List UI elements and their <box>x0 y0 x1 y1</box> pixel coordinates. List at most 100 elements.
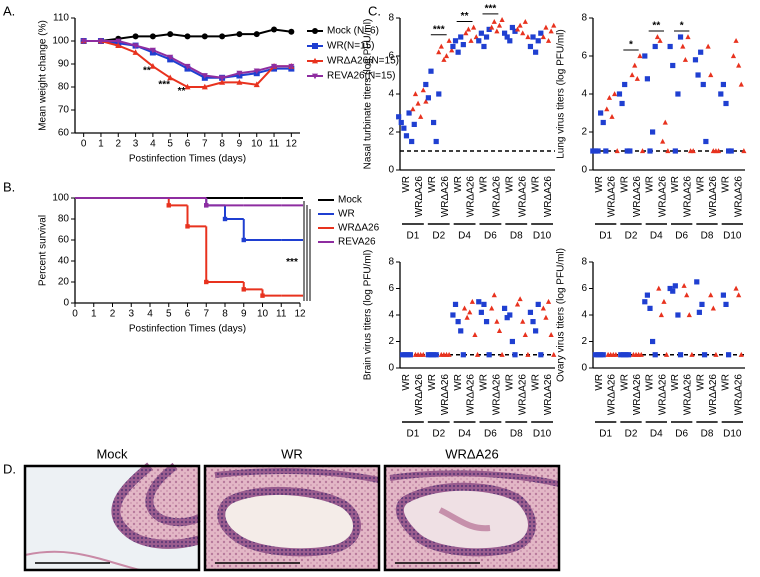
marker <box>452 38 459 44</box>
marker <box>423 81 429 88</box>
marker <box>667 285 673 292</box>
marker <box>478 309 484 315</box>
annotation: * <box>629 40 633 51</box>
legend-label: WRΔA26(N=15) <box>327 56 399 67</box>
marker <box>533 328 539 334</box>
marker <box>455 49 461 55</box>
x-tick-label: WR <box>695 176 706 193</box>
annotation: ** <box>178 86 186 97</box>
marker <box>595 148 601 154</box>
y-tick-label: 2 <box>581 127 587 138</box>
marker <box>236 31 243 38</box>
marker <box>708 292 714 298</box>
marker <box>80 38 87 45</box>
marker <box>667 43 673 50</box>
marker <box>499 351 505 357</box>
group-label: D10 <box>723 231 742 242</box>
marker <box>733 37 739 43</box>
group-label: D6 <box>675 429 688 440</box>
marker <box>288 63 295 70</box>
marker <box>441 56 447 62</box>
marker <box>658 312 664 318</box>
marker <box>463 30 469 36</box>
marker <box>494 318 500 324</box>
panel-label: C. <box>368 3 381 18</box>
marker <box>728 148 734 154</box>
marker <box>642 53 648 59</box>
marker <box>613 351 619 357</box>
marker <box>616 91 623 97</box>
y-tick-label: 70 <box>58 105 70 116</box>
marker <box>411 121 417 127</box>
marker <box>686 312 692 318</box>
marker <box>665 148 671 154</box>
marker <box>672 148 678 154</box>
marker <box>201 73 208 79</box>
x-tick-label: 2 <box>115 139 121 150</box>
annotation: *** <box>433 24 445 35</box>
marker <box>501 305 508 311</box>
group-label: D4 <box>458 231 471 242</box>
marker <box>538 352 544 358</box>
marker <box>201 33 208 40</box>
y-tick-label: 60 <box>58 235 70 246</box>
x-tick-label: WR <box>401 374 412 391</box>
marker <box>675 91 681 97</box>
marker <box>662 119 668 125</box>
marker <box>670 288 676 294</box>
series-line <box>83 40 292 79</box>
marker <box>625 352 632 358</box>
y-axis-label: Mean weight change (%) <box>38 20 49 131</box>
marker <box>312 43 318 49</box>
marker <box>609 113 615 119</box>
x-tick-label: WR <box>670 176 681 193</box>
marker <box>733 285 739 291</box>
marker <box>494 28 500 34</box>
marker <box>460 42 466 48</box>
y-tick-label: 0 <box>581 363 587 374</box>
marker <box>489 305 495 311</box>
marker <box>600 119 606 126</box>
marker <box>398 119 404 126</box>
marker <box>253 31 260 38</box>
marker <box>201 83 208 90</box>
marker <box>467 309 473 315</box>
x-tick-label: WRΔA26 <box>657 176 668 218</box>
marker <box>396 114 402 120</box>
group-label: D8 <box>510 429 523 440</box>
x-tick-label: WR <box>530 176 541 193</box>
marker <box>741 148 747 154</box>
marker <box>481 43 487 50</box>
marker <box>253 68 260 75</box>
marker <box>700 81 706 88</box>
x-tick-label: 7 <box>202 139 208 150</box>
x-tick-label: WR <box>479 176 490 193</box>
marker <box>530 319 536 325</box>
x-tick-label: 5 <box>167 139 173 150</box>
x-tick-label: WR <box>401 176 412 193</box>
x-axis-label: Postinfection Times (days) <box>129 324 246 335</box>
marker <box>701 352 708 358</box>
y-tick-label: 6 <box>388 51 394 62</box>
marker <box>236 70 243 77</box>
image-title: WR <box>281 446 303 461</box>
group-label: D1 <box>407 429 420 440</box>
x-tick-label: WR <box>619 176 630 193</box>
marker <box>486 26 492 32</box>
histology-wrda26 <box>383 464 561 572</box>
marker <box>543 24 549 30</box>
marker <box>522 332 528 337</box>
marker <box>132 49 139 55</box>
marker <box>167 74 174 81</box>
marker <box>677 352 684 358</box>
marker <box>433 352 439 358</box>
marker <box>149 47 156 54</box>
marker <box>684 292 690 298</box>
marker <box>598 110 604 116</box>
legend-label: Mock (N=6) <box>327 26 379 37</box>
x-tick-label: 11 <box>269 139 280 150</box>
group-label: D10 <box>723 429 742 440</box>
marker <box>410 106 416 112</box>
x-tick-label: WR <box>504 176 515 193</box>
marker <box>652 43 658 50</box>
